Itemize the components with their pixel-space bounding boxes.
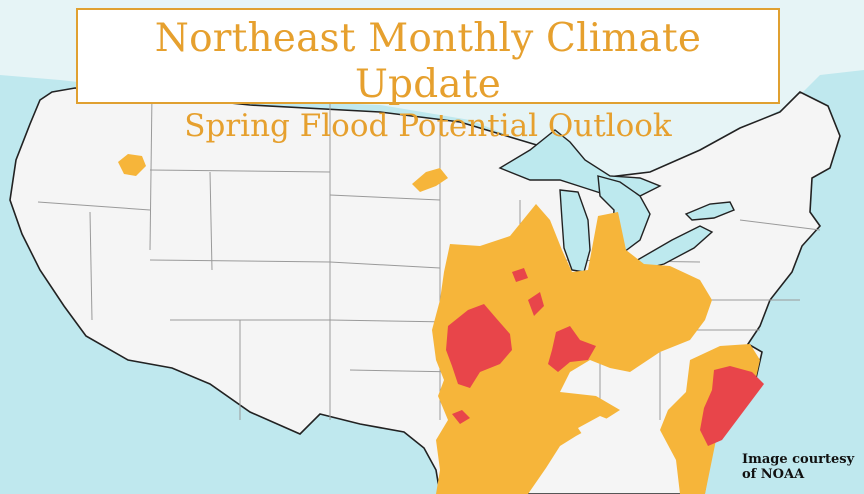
title-box: Northeast Monthly Climate Update Spring … (76, 8, 780, 144)
image-credit: Image courtesy of NOAA (742, 452, 854, 482)
orange-region-montana (118, 154, 146, 176)
red-region-carolinas (700, 366, 764, 446)
great-lakes (498, 129, 735, 273)
red-region-wisconsin (512, 268, 528, 282)
red-region-iowa (528, 292, 544, 316)
red-region-missouri-river (446, 304, 512, 388)
page-title: Northeast Monthly Climate Update (154, 16, 702, 107)
red-region-oklahoma (452, 410, 470, 424)
lake-superior (498, 129, 662, 197)
no-risk-area-tennessee (578, 416, 620, 446)
lake-huron (597, 175, 651, 253)
page-subtitle: Spring Flood Potential Outlook (184, 108, 672, 144)
major-flood-risk-areas (446, 268, 764, 446)
credit-line-1: Image courtesy (742, 452, 855, 467)
lake-ontario (684, 201, 735, 221)
red-region-illinois (548, 326, 596, 372)
credit-line-2: of NOAA (742, 467, 805, 482)
orange-region-dakota (412, 168, 448, 192)
